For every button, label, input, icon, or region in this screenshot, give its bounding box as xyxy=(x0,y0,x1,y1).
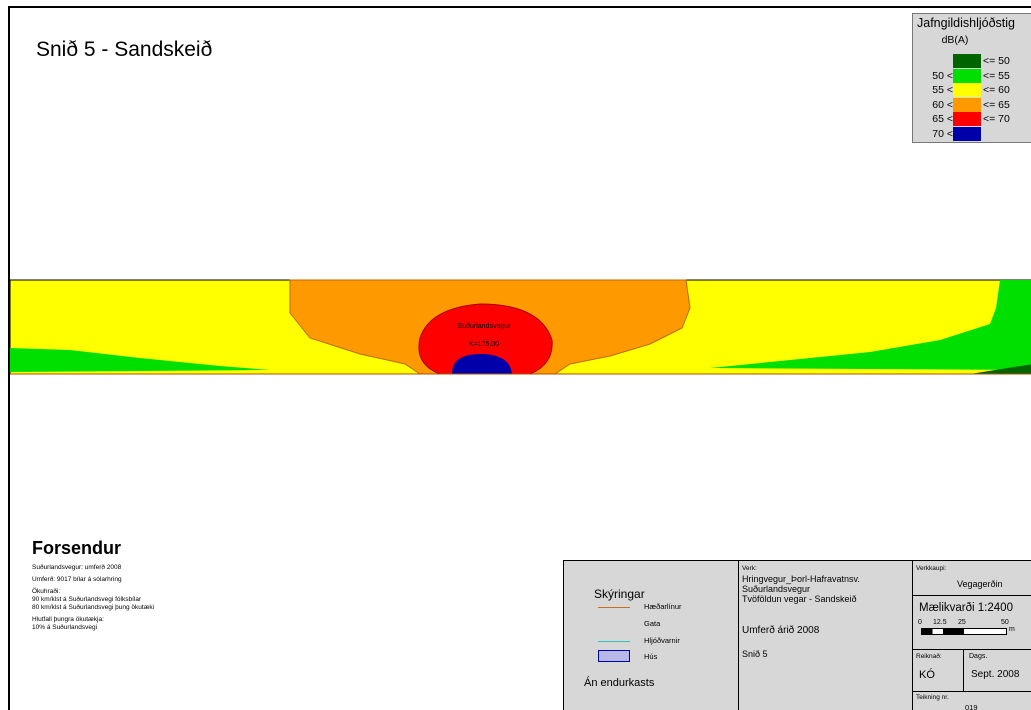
umferd-year: Umferð árið 2008 xyxy=(742,625,820,636)
verk-line-3: Tvöföldun vegar - Sandskeið xyxy=(742,594,857,604)
scale-tick-25: 25 xyxy=(958,619,966,626)
zone-65-70 xyxy=(418,303,553,375)
forsendur-line: Umferð: 9017 bílar á sólarhring xyxy=(32,576,122,583)
legend-swatch xyxy=(953,54,981,68)
legend-high: <= 65 xyxy=(983,98,1010,111)
legend-swatch xyxy=(953,83,981,97)
road-label: Suðurlandsvegur xyxy=(458,322,512,330)
noise-barrier-symbol xyxy=(598,641,630,642)
zone-50-55-left xyxy=(10,348,270,372)
legend-subtitle: dB(A) xyxy=(941,34,969,46)
forsendur-line: Hlutfall þungra ökutækja: xyxy=(32,616,104,623)
snid-number: Snið 5 xyxy=(742,649,768,659)
station-label: K=175.00 xyxy=(469,341,499,348)
legend-row: 55 < <= 60 xyxy=(913,83,1031,97)
legend-row: 60 < <= 65 xyxy=(913,97,1031,112)
forsendur-line: Suðurlandsvegur: umferð 2008 xyxy=(32,564,122,571)
forsendur-line: 10% á Suðurlandsvegi xyxy=(32,624,98,631)
legend-low: 60 < xyxy=(932,98,953,111)
verk-column: Verk: Hringvegur_Þorl-Hafravatnsv. Suður… xyxy=(738,561,912,710)
legend-item-barriers: Hljóðvarnir xyxy=(644,636,680,645)
legend-swatch xyxy=(953,97,981,112)
forsendur-line: Ökuhraði: xyxy=(32,588,61,595)
noise-legend: Jafngildishljóðstig dB(A) <= 50 50 < <= 55… xyxy=(912,13,1031,143)
legend-low: 65 < xyxy=(932,113,953,125)
scale-label: Mælikvarði 1:2400 xyxy=(919,602,1013,614)
legend-item-street: Gata xyxy=(644,619,661,628)
legend-row: 65 < <= 70 xyxy=(913,112,1031,126)
scale-tick-12: 12.5 xyxy=(933,619,947,626)
scale-tick-50: 50 xyxy=(1001,619,1009,626)
verkkaupi-label: Verkkaupi: xyxy=(916,565,947,572)
legend-high: <= 55 xyxy=(983,69,1010,82)
zone-50-55-right xyxy=(710,280,1031,370)
dags-label: Dags. xyxy=(969,653,988,660)
scale-bar xyxy=(921,628,1007,635)
zone-under-50-right xyxy=(970,364,1031,374)
house-symbol xyxy=(598,650,630,662)
legend-high: <= 50 xyxy=(983,55,1010,67)
verkkaupi-value: Vegagerðin xyxy=(957,579,1003,589)
zone-over-70 xyxy=(452,354,512,374)
scale-tick-0: 0 xyxy=(918,619,922,626)
legend-high: <= 70 xyxy=(983,113,1010,125)
verkkaupi-column: Verkkaupi: Vegagerðin Mælikvarði 1:2400 … xyxy=(912,561,1031,710)
legend-low: 50 < xyxy=(932,69,953,82)
reiknad-label: Reiknað: xyxy=(916,653,942,660)
verk-label: Verk: xyxy=(742,565,757,572)
title-block: Skýringar Hæðarlínur Gata Hljóðvarnir Hú… xyxy=(563,560,1031,710)
teikning-value: 019 xyxy=(965,703,978,710)
legend-row: 50 < <= 55 xyxy=(913,68,1031,83)
an-endurkasts-label: Án endurkasts xyxy=(584,677,655,689)
teikning-label: Teikning nr. xyxy=(916,694,949,701)
legend-low: 55 < xyxy=(932,84,953,96)
forsendur-heading: Forsendur xyxy=(32,538,122,558)
legend-item-houses: Hús xyxy=(644,652,658,661)
page-title: Snið 5 - Sandskeið xyxy=(36,38,213,61)
verk-line-1: Hringvegur_Þorl-Hafravatnsv. xyxy=(742,574,860,584)
skyringar-label: Skýringar xyxy=(594,587,645,601)
legend-swatch xyxy=(953,112,981,126)
legend-swatch xyxy=(953,126,981,141)
reiknad-value: KÓ xyxy=(919,669,935,681)
contour-line-symbol xyxy=(598,607,630,608)
legend-low: 70 < xyxy=(932,127,953,140)
noise-map: Suðurlandsvegur K=175.00 xyxy=(10,279,1031,375)
legend-item-contours: Hæðarlínur xyxy=(644,602,682,611)
legend-swatch xyxy=(953,68,981,83)
verk-line-2: Suðurlandsvegur xyxy=(742,584,811,594)
dags-value: Sept. 2008 xyxy=(971,669,1020,680)
legend-row: <= 50 xyxy=(913,54,1031,68)
forsendur-line: 90 km/klst á Suðurlandsvegi fólksbílar xyxy=(32,596,142,603)
scale-unit: m xyxy=(1009,626,1015,633)
legend-high: <= 60 xyxy=(983,84,1010,96)
forsendur-line: 80 km/klst á Suðurlandsvegi þung ökutæki xyxy=(32,604,155,611)
legend-title: Jafngildishljóðstig xyxy=(917,16,1015,30)
drawing-sheet: Snið 5 - Sandskeið Jafngildishljóðstig d… xyxy=(8,6,1031,710)
legend-row: 70 < xyxy=(913,126,1031,141)
